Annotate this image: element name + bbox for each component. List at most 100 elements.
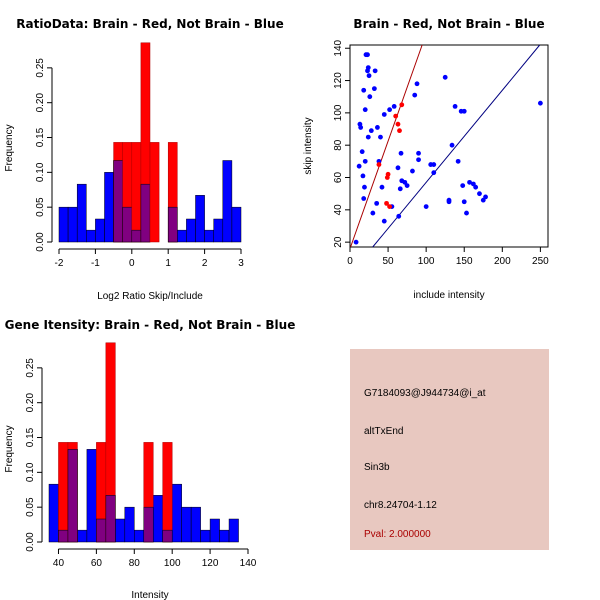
scatter-y-label: skip intensity: [303, 117, 314, 174]
scatter-blue-point: [365, 65, 371, 71]
scatter-x-tick-label: 100: [418, 256, 435, 267]
ratio-x-tick-label: 3: [238, 258, 244, 269]
ratio-blue-bar: [231, 206, 242, 243]
scatter-blue-point: [362, 158, 368, 164]
ratio-y-tick-label: 0.00: [35, 232, 46, 252]
scatter-blue-point: [442, 74, 448, 80]
scatter-blue-point: [461, 199, 467, 205]
gene-histogram-panel: Gene Itensity: Brain - Red, Not Brain - …: [4, 318, 295, 600]
ratio-overlap-bar: [140, 183, 151, 243]
ratio-blue-bar: [67, 206, 78, 243]
scatter-red-point: [376, 162, 382, 167]
scatter-y-tick-label: 140: [333, 39, 344, 56]
gene-blue-bar: [219, 529, 230, 543]
gene-name-text: Sin3b: [364, 462, 390, 473]
scatter-points: [353, 52, 543, 245]
scatter-blue-point: [477, 191, 482, 197]
ratio-overlap-bar: [122, 206, 133, 243]
scatter-blue-point: [398, 150, 404, 156]
scatter-blue-point: [375, 125, 380, 130]
scatter-blue-point: [423, 204, 429, 210]
ratio-blue-bar: [95, 218, 105, 243]
gene-blue-bar: [124, 506, 135, 543]
scatter-blue-point: [537, 100, 543, 106]
gene-overlap-bar: [162, 529, 173, 543]
gene-red-bar: [162, 442, 173, 543]
probe-id-text: G7184093@J944734@i_at: [364, 388, 486, 399]
ratio-y-label: Frequency: [4, 124, 15, 171]
scatter-x-tick-label: 150: [456, 256, 473, 267]
gene-blue-bar: [77, 529, 88, 543]
gene-y-tick-label: 0.15: [25, 427, 36, 447]
gene-red-bar: [58, 442, 69, 543]
scatter-blue-point: [464, 210, 469, 216]
ratio-overlap-bar: [167, 206, 178, 243]
event-type-text: altTxEnd: [364, 426, 403, 437]
scatter-y-tick-label: 60: [333, 172, 344, 184]
scatter-blue-point: [356, 163, 362, 169]
scatter-blue-point: [460, 183, 466, 188]
scatter-blue-point: [358, 125, 364, 130]
gene-blue-bar: [134, 529, 145, 543]
scatter-blue-point: [374, 200, 380, 206]
ratio-y-tick-label: 0.25: [35, 58, 46, 78]
ratio-histogram-panel: RatioData: Brain - Red, Not Brain - Blue…: [4, 17, 284, 302]
scatter-blue-point: [416, 157, 421, 163]
gene-overlap-bar: [105, 495, 116, 543]
ratio-blue-bar: [213, 218, 224, 243]
gene-x-axis: 40 60 80 100 120 140: [53, 548, 257, 569]
gene-blue-bar: [115, 518, 126, 543]
scatter-red-point: [393, 113, 399, 119]
scatter-blue-point: [371, 86, 377, 92]
scatter-blue-point: [361, 87, 367, 93]
scatter-y-tick-label: 100: [333, 104, 344, 121]
scatter-blue-point: [381, 218, 387, 224]
scatter-regression-lines: [350, 44, 541, 248]
scatter-blue-point: [452, 104, 458, 109]
scatter-y-tick-label: 80: [333, 139, 344, 151]
gene-blue-bar: [152, 495, 163, 543]
gene-chart-title: Gene Itensity: Brain - Red, Not Brain - …: [5, 318, 296, 332]
scatter-blue-point: [404, 183, 410, 188]
scatter-y-tick-label: 40: [333, 204, 344, 216]
ratio-x-tick-label: -2: [55, 258, 64, 269]
scatter-red-point: [395, 121, 401, 127]
gene-y-axis: 0.00 0.05 0.10 0.15 0.20 0.25: [25, 358, 43, 552]
scatter-red-point: [399, 102, 405, 108]
pval-text: Pval: 2.000000: [364, 529, 431, 540]
scatter-blue-point: [372, 68, 378, 74]
scatter-red-point: [387, 204, 392, 210]
gene-blue-bar: [86, 449, 97, 543]
gene-y-tick-label: 0.05: [25, 497, 36, 517]
scatter-y-axis: 20 40 60 80 100 120 140: [333, 39, 350, 248]
scatter-panel: Brain - Red, Not Brain - Blue 0 50 100 150 2…: [303, 17, 549, 301]
ratio-red-bar: [131, 142, 142, 243]
ratio-blue-bar: [76, 183, 87, 243]
gene-x-tick-label: 80: [129, 558, 141, 569]
scatter-blue-point: [416, 150, 421, 156]
scatter-blue-point: [455, 158, 461, 164]
scatter-blue-point: [359, 149, 365, 155]
scatter-blue-point: [431, 162, 437, 167]
scatter-blue-point: [483, 194, 488, 200]
ratio-chart-title: RatioData: Brain - Red, Not Brain - Blue: [16, 17, 283, 31]
ratio-y-tick-label: 0.10: [35, 162, 46, 182]
scatter-blue-point: [370, 210, 376, 216]
gene-overlap-bar: [58, 529, 69, 543]
ratio-blue-bar: [177, 229, 187, 243]
scatter-red-point: [385, 171, 391, 177]
gene-x-tick-label: 60: [91, 558, 103, 569]
scatter-plot-frame: [349, 44, 549, 248]
gene-overlap-bar: [67, 449, 78, 543]
ratio-bars: [58, 42, 242, 243]
gene-blue-bar: [209, 518, 220, 543]
ratio-blue-bar: [186, 218, 196, 243]
scatter-x-tick-label: 250: [532, 256, 549, 267]
scatter-blue-point: [381, 112, 387, 117]
scatter-blue-point: [362, 107, 368, 113]
gene-blue-bar: [200, 529, 211, 543]
scatter-blue-point: [379, 184, 385, 190]
scatter-blue-point: [360, 173, 366, 179]
gene-x-tick-label: 140: [240, 558, 257, 569]
scatter-red-point: [384, 200, 389, 206]
